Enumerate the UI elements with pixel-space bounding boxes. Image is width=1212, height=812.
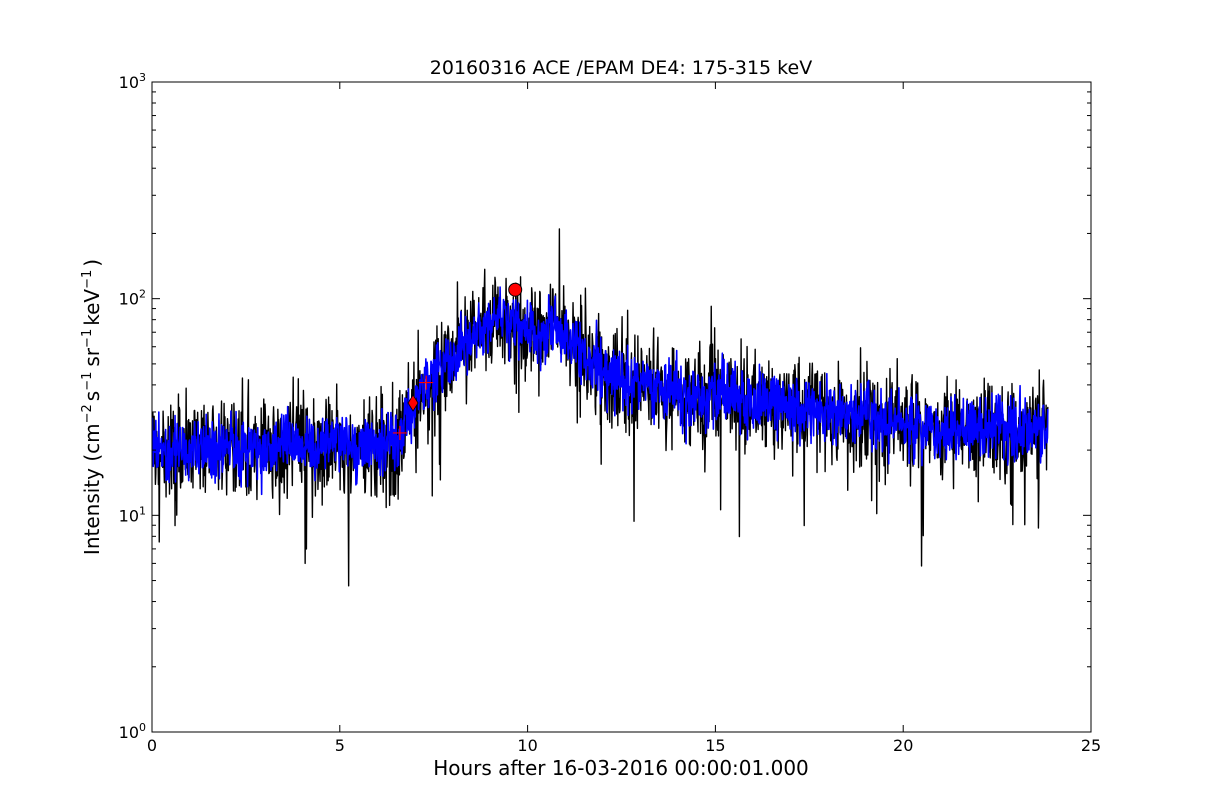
x-axis-label: Hours after 16-03-2016 00:00:01.000: [433, 756, 809, 780]
y-label-suffix: ): [80, 259, 104, 267]
y-label-exp3: −1: [80, 329, 95, 348]
y-tick-label-1: 101: [119, 504, 146, 525]
tick-layer: 0 5 10 15 20 25 100 101 102 103: [119, 71, 1102, 755]
marker-diamond-1: [407, 394, 419, 412]
x-tick-label-0: 0: [147, 736, 157, 755]
marker-circle-3: [508, 282, 523, 297]
x-tick-label-5: 25: [1081, 736, 1101, 755]
y-tick-label-2: 102: [119, 288, 146, 309]
y-label-s: s: [80, 391, 104, 401]
y-tick-label-3: 103: [119, 71, 146, 92]
series-layer: [152, 228, 1049, 587]
marker-plus-2: [419, 375, 434, 390]
y-label-exp2: −1: [80, 372, 95, 391]
y-axis-label: Intensity (cm−2s−1sr−1keV−1): [80, 259, 104, 555]
plot-frame: [151, 81, 1092, 733]
marker-plus-0: [392, 425, 407, 440]
y-label-sr: sr: [80, 347, 104, 366]
x-tick-label-4: 20: [893, 736, 913, 755]
chart-title: 20160316 ACE /EPAM DE4: 175-315 keV: [430, 57, 812, 79]
y-label-exp4: −1: [80, 270, 95, 289]
marker-layer: [392, 282, 523, 440]
y-label-kev: keV: [80, 289, 104, 326]
y-label-prefix: Intensity (cm: [80, 423, 104, 555]
x-tick-label-1: 5: [335, 736, 345, 755]
series-line-1: [152, 286, 1049, 496]
y-tick-label-0: 100: [119, 721, 146, 742]
y-label-exp1: −2: [80, 404, 95, 423]
x-tick-label-3: 15: [705, 736, 725, 755]
x-tick-label-2: 10: [517, 736, 537, 755]
